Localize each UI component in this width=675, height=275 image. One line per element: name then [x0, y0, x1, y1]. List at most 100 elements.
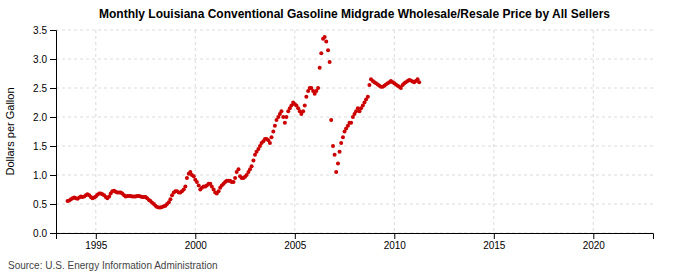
- tick-mark: [50, 59, 56, 60]
- point: [316, 86, 320, 90]
- grid-line-y: [56, 30, 653, 31]
- tick: 1.0: [33, 170, 56, 181]
- grid-line-x: [493, 30, 494, 233]
- point: [236, 167, 240, 171]
- marks: [66, 35, 422, 210]
- tick-mark: [394, 233, 395, 239]
- tick-mark: [593, 233, 594, 239]
- grid-line-y: [56, 175, 653, 176]
- tick: 0.0: [33, 228, 56, 239]
- tick-mark: [50, 117, 56, 118]
- tick-mark: [494, 233, 495, 239]
- point: [417, 80, 421, 84]
- grid-line-y: [56, 204, 653, 205]
- tick-mark: [50, 146, 56, 147]
- tick-label: 2.5: [33, 83, 47, 94]
- tick-mark: [50, 233, 56, 234]
- tick-mark: [50, 30, 56, 31]
- point: [366, 95, 370, 99]
- point: [168, 197, 172, 201]
- point: [339, 141, 343, 145]
- tick-label: 0.5: [33, 199, 47, 210]
- point: [217, 189, 221, 193]
- grid-line-x: [95, 30, 96, 233]
- point: [197, 183, 201, 187]
- plot: 1995 2000 2005 2010 2015 2020 0.0 0.5 1.0 1.5 2.0 2…: [33, 25, 653, 251]
- point: [341, 135, 345, 139]
- tick: 1.5: [33, 141, 56, 152]
- tick-mark: [96, 233, 97, 239]
- point: [304, 95, 308, 99]
- grid-line-x: [593, 30, 594, 233]
- grid-line-x: [195, 30, 196, 233]
- tick: 1995: [85, 233, 108, 251]
- tick-label: 2020: [583, 240, 606, 251]
- tick: 2.0: [33, 112, 56, 123]
- tick-label: 2015: [483, 240, 506, 251]
- grid-line-y: [56, 59, 653, 60]
- tick-mark: [50, 204, 56, 205]
- tick: 2000: [185, 233, 208, 251]
- point: [250, 164, 254, 168]
- point: [319, 51, 323, 55]
- tick-label: 2000: [185, 240, 208, 251]
- point: [336, 161, 340, 165]
- point: [273, 124, 277, 128]
- point: [195, 180, 199, 184]
- tick-label: 1.0: [33, 170, 47, 181]
- point: [349, 121, 353, 125]
- y-axis: 0.0 0.5 1.0 1.5 2.0 2.5 3.0 3.5: [33, 25, 56, 239]
- point: [283, 121, 287, 125]
- point: [328, 60, 332, 64]
- tick: 3.0: [33, 54, 56, 65]
- tick-mark: [195, 233, 196, 239]
- tick-label: 3.5: [33, 25, 47, 36]
- tick: 2010: [384, 233, 407, 251]
- point: [367, 83, 371, 87]
- point: [301, 109, 305, 113]
- point: [271, 130, 275, 134]
- annotation: Source: U.S. Energy Information Administ…: [8, 260, 218, 271]
- point: [324, 40, 328, 44]
- grid-line-x: [294, 30, 295, 233]
- axis-line: [57, 234, 654, 240]
- point: [329, 118, 333, 122]
- point: [338, 150, 342, 154]
- grid-line-y: [56, 146, 653, 147]
- tick-label: 2.0: [33, 112, 47, 123]
- point: [318, 66, 322, 70]
- grid-line-x: [394, 30, 395, 233]
- point: [284, 115, 288, 119]
- tick-mark: [50, 88, 56, 89]
- tick: 2.5: [33, 83, 56, 94]
- chart: 1995 2000 2005 2010 2015 2020 0.0 0.5 1.0 1.5 2.0 2…: [0, 0, 675, 275]
- x-axis: 1995 2000 2005 2010 2015 2020: [57, 233, 654, 251]
- point: [232, 180, 236, 184]
- title: Monthly Louisiana Conventional Gasoline …: [99, 7, 610, 21]
- tick: 0.5: [33, 199, 56, 210]
- point: [334, 170, 338, 174]
- point: [251, 159, 255, 163]
- point: [331, 144, 335, 148]
- grid: [56, 30, 653, 233]
- tick-label: 2010: [384, 240, 407, 251]
- tick-label: 2005: [284, 240, 307, 251]
- tick-mark: [295, 233, 296, 239]
- point: [192, 174, 196, 178]
- point: [233, 176, 237, 180]
- tick-label: 0.0: [33, 228, 47, 239]
- point: [279, 109, 283, 113]
- point: [183, 185, 187, 189]
- tick-label: 3.0: [33, 54, 47, 65]
- tick: 2015: [483, 233, 506, 251]
- y-axis-title: Dollars per Gallon: [4, 87, 16, 175]
- tick: 3.5: [33, 25, 56, 36]
- tick: 2020: [583, 233, 606, 251]
- tick-label: 1.5: [33, 141, 47, 152]
- point: [268, 141, 272, 145]
- tick-mark: [50, 175, 56, 176]
- axis-line: [50, 31, 57, 234]
- point: [303, 103, 307, 107]
- tick: 2005: [284, 233, 307, 251]
- grid-line-y: [56, 88, 653, 89]
